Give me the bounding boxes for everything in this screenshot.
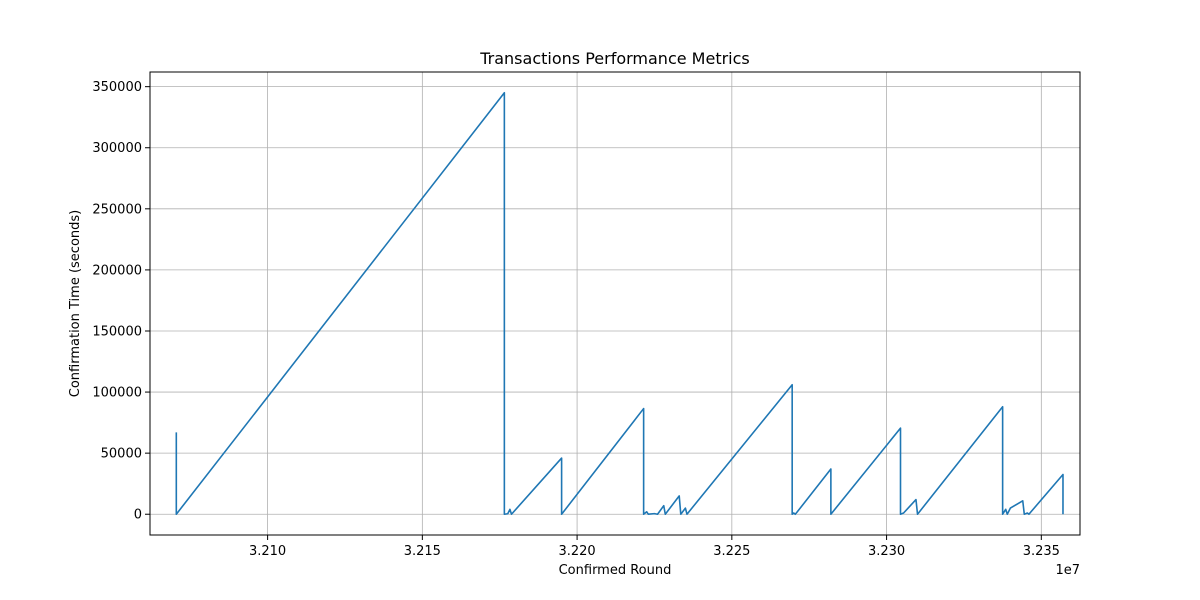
x-tick-label: 3.230 [868, 544, 905, 559]
y-tick-label: 0 [134, 508, 142, 523]
plot-frame [149, 71, 1081, 536]
x-axis: 3.210 3.215 3.220 3.225 3.230 3.235 [249, 535, 1060, 559]
chart-title: Transactions Performance Metrics [479, 49, 750, 68]
y-tick-label: 150000 [92, 324, 142, 339]
y-tick-label: 100000 [92, 386, 142, 401]
y-tick-label: 50000 [101, 447, 142, 462]
y-tick-label: 300000 [92, 141, 142, 156]
y-tick-label: 250000 [92, 202, 142, 217]
series-layer [175, 91, 1064, 516]
x-tick-label: 3.235 [1023, 544, 1060, 559]
x-tick-label: 3.220 [558, 544, 595, 559]
x-axis-offset-label: 1e7 [1055, 563, 1080, 578]
y-axis: 0 50000 100000 150000 200000 250000 300000 3500… [92, 80, 150, 523]
grid-layer [150, 72, 1080, 535]
y-tick-label: 200000 [92, 263, 142, 278]
x-tick-label: 3.215 [404, 544, 441, 559]
x-tick-label: 3.210 [249, 544, 286, 559]
y-axis-label: Confirmation Time (seconds) [68, 210, 83, 397]
series-line [175, 91, 1064, 516]
x-tick-label: 3.225 [713, 544, 750, 559]
x-axis-label: Confirmed Round [559, 563, 672, 578]
y-tick-label: 350000 [92, 80, 142, 95]
